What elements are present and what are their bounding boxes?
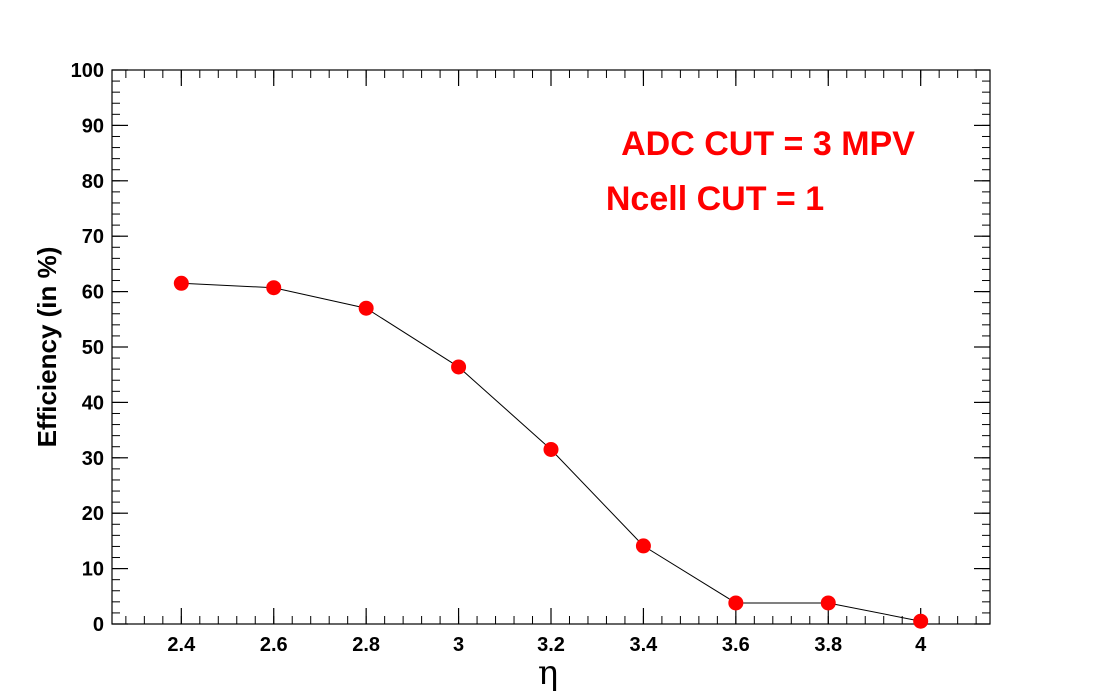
y-tick-label: 50 [82,337,104,359]
data-point [820,595,836,611]
data-point [913,613,929,629]
data-point [451,359,467,375]
x-tick-label: 3.2 [537,634,565,656]
y-tick-label: 0 [93,614,104,636]
y-tick-label: 30 [82,448,104,470]
x-tick-labels: 2.4 2.6 2.8 3 3.2 3.4 3.6 3.8 4 [167,634,927,656]
x-tick-label: 3.6 [722,634,750,656]
annotation-ncell-cut: Ncell CUT = 1 [606,180,824,218]
data-point [173,275,189,291]
y-tick-label: 10 [82,559,104,581]
data-point [543,441,559,457]
y-tick-label: 20 [82,503,104,525]
x-axis-title: η [538,653,558,693]
x-tick-label: 2.8 [352,634,380,656]
y-tick-label: 100 [71,60,104,82]
x-tick-label: 4 [915,634,927,656]
x-tick-label: 3.8 [814,634,842,656]
x-tick-label: 2.6 [260,634,288,656]
data-point [358,300,374,316]
x-tick-label: 2.4 [167,634,196,656]
data-point [635,538,651,554]
data-point [266,280,282,296]
y-axis-title: Efficiency (in %) [32,247,62,448]
x-tick-label: 3 [453,634,464,656]
y-tick-label: 70 [82,226,104,248]
data-points [173,275,929,629]
data-point [728,595,744,611]
y-tick-labels: 0 10 20 30 40 50 60 70 80 90 100 [71,60,104,636]
y-tick-label: 40 [82,392,104,414]
annotation-adc-cut: ADC CUT = 3 MPV [621,125,915,163]
y-tick-label: 80 [82,171,104,193]
x-tick-label: 3.4 [630,634,659,656]
y-tick-label: 90 [82,115,104,137]
y-tick-label: 60 [82,282,104,304]
minor-ticks [112,69,990,625]
